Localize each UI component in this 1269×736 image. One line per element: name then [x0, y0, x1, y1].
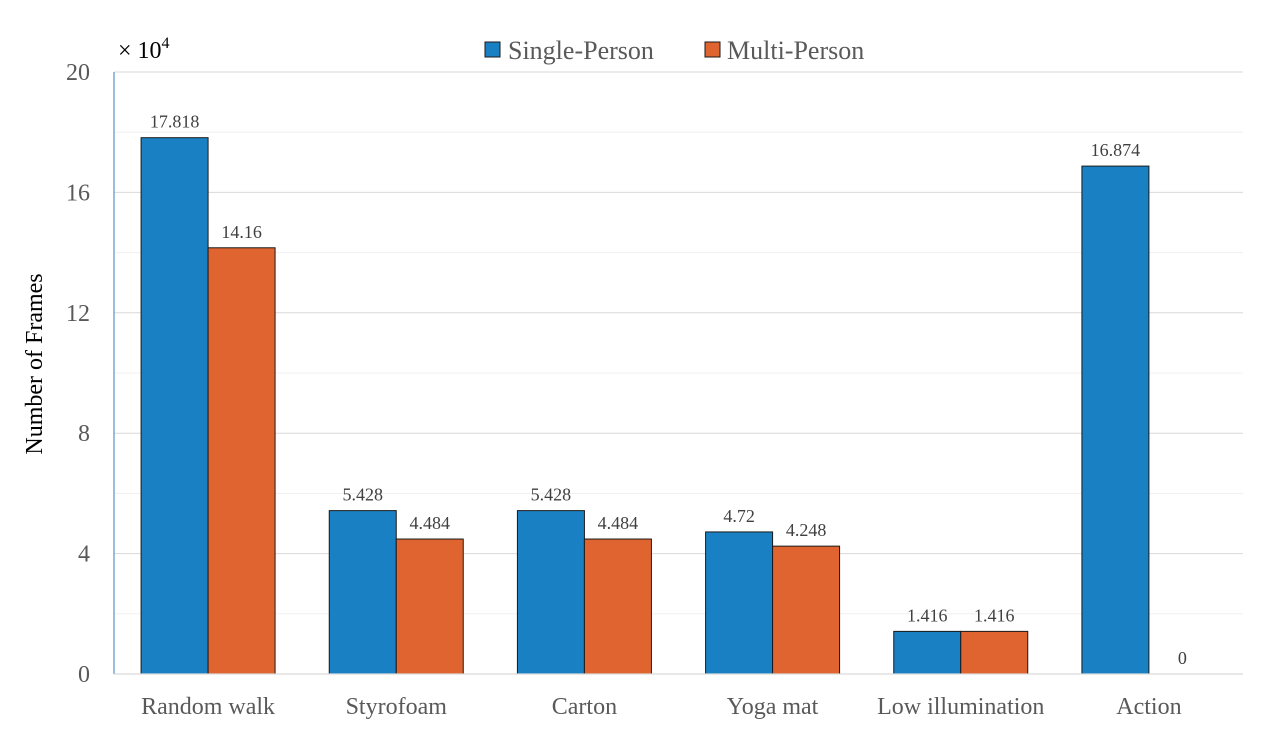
bars — [140, 137, 1150, 675]
legend-swatch — [704, 41, 721, 58]
data-label: 14.16 — [221, 222, 262, 242]
legend-label: Single-Person — [508, 36, 654, 65]
y-tick-label: 0 — [78, 662, 90, 688]
bar — [395, 538, 464, 675]
data-label: 5.428 — [343, 485, 384, 505]
y-tick-label: 12 — [66, 301, 90, 327]
data-label: 5.428 — [531, 485, 572, 505]
bar — [140, 137, 209, 675]
axis-multiplier-base: × 10 — [118, 38, 162, 64]
y-axis-label: Number of Frames — [22, 273, 48, 454]
bar — [207, 247, 276, 675]
y-tick-label: 4 — [78, 542, 90, 568]
data-labels: 17.818 14.16 5.428 4.484 5.428 4.484 4.72 4.248… — [150, 112, 1187, 668]
axis-multiplier-exponent: 4 — [162, 35, 170, 52]
x-tick-label: Low illumination — [877, 694, 1044, 720]
bar — [516, 510, 585, 675]
data-label: 4.72 — [723, 506, 755, 526]
x-tick-label: Random walk — [141, 694, 275, 720]
bar — [1081, 165, 1150, 675]
x-tick-label: Carton — [552, 694, 617, 720]
legend-label: Multi-Person — [727, 36, 864, 65]
bar — [772, 545, 841, 675]
data-label: 4.484 — [410, 513, 451, 533]
y-tick-label: 16 — [66, 180, 90, 206]
bar — [960, 630, 1029, 675]
data-label: 0 — [1178, 648, 1187, 668]
axis-multiplier: × 104 — [118, 35, 170, 64]
data-label: 4.484 — [598, 513, 639, 533]
x-tick-label: Styrofoam — [346, 694, 448, 720]
gridlines — [114, 71, 1243, 615]
legend: Single-Person Multi-Person — [484, 36, 864, 65]
bar — [893, 630, 962, 675]
data-label: 1.416 — [974, 605, 1015, 625]
data-label: 17.818 — [150, 112, 200, 132]
y-axis: 0 4 8 12 16 20 — [66, 60, 115, 688]
bar — [328, 510, 397, 675]
bar — [583, 538, 652, 675]
legend-swatch — [484, 41, 501, 58]
x-tick-label: Yoga mat — [727, 694, 819, 720]
data-label: 4.248 — [786, 520, 827, 540]
x-axis: Random walk Styrofoam Carton Yoga mat Low il… — [114, 673, 1243, 720]
bar — [705, 531, 774, 675]
data-label: 1.416 — [907, 605, 948, 625]
y-tick-label: 8 — [78, 421, 90, 447]
y-tick-label: 20 — [66, 60, 90, 86]
data-label: 16.874 — [1091, 140, 1141, 160]
x-tick-label: Action — [1116, 694, 1181, 720]
